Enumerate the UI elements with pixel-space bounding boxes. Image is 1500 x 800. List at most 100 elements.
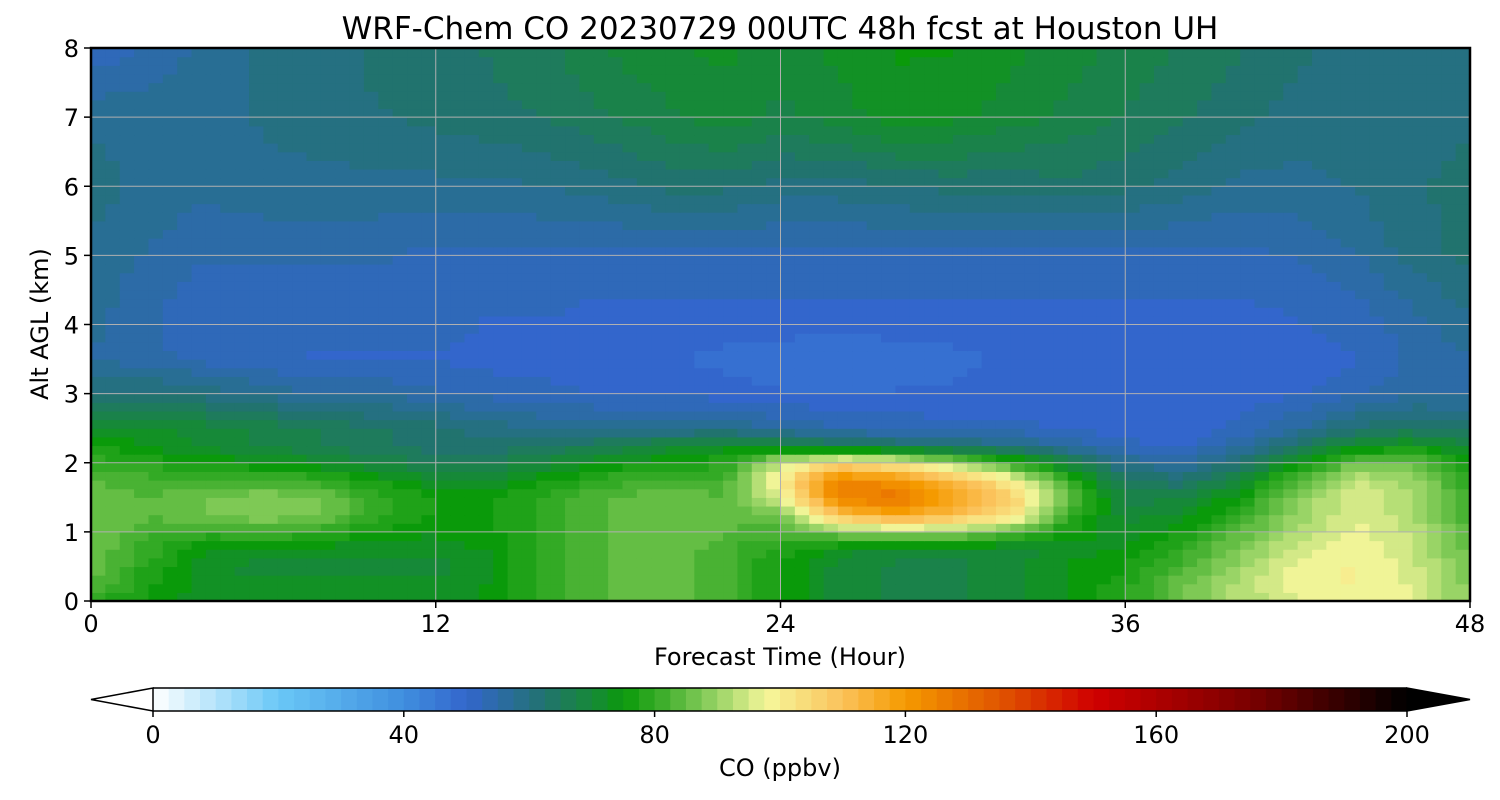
field-cell — [952, 505, 968, 516]
field-cell — [521, 203, 537, 213]
field-cell — [119, 531, 135, 542]
field-cell — [794, 488, 810, 498]
field-cell — [421, 575, 437, 585]
field-cell — [881, 445, 897, 455]
field-cell — [450, 255, 466, 265]
field-cell — [565, 160, 580, 170]
field-cell — [105, 298, 121, 308]
field-cell — [191, 384, 207, 395]
field-cell — [952, 523, 968, 533]
field-cell — [1441, 384, 1457, 395]
field-cell — [565, 419, 580, 429]
field-cell — [507, 315, 523, 326]
field-cell — [392, 333, 408, 343]
field-cell — [263, 315, 279, 326]
field-cell — [1053, 557, 1069, 568]
field-cell — [205, 264, 221, 274]
field-cell — [1010, 402, 1026, 412]
field-cell — [881, 531, 897, 542]
field-cell — [464, 220, 480, 231]
field-cell — [1383, 557, 1399, 568]
field-cell — [952, 557, 968, 568]
field-cell — [119, 367, 135, 377]
field-cell — [1168, 281, 1184, 291]
field-cell — [1283, 186, 1299, 196]
field-cell — [536, 557, 552, 568]
field-cell — [1182, 350, 1198, 360]
field-cell — [1211, 592, 1227, 601]
field-cell — [608, 212, 624, 222]
field-cell — [1340, 212, 1356, 222]
field-cell — [651, 186, 667, 196]
field-cell — [924, 471, 940, 481]
field-cell — [1441, 289, 1457, 300]
field-cell — [1412, 462, 1428, 472]
field-cell — [1254, 359, 1270, 369]
field-cell — [952, 238, 968, 248]
field-cell — [967, 445, 983, 455]
field-cell — [205, 402, 221, 412]
field-cell — [1426, 160, 1442, 170]
field-cell — [1268, 549, 1284, 559]
field-cell — [205, 549, 221, 559]
field-cell — [205, 255, 221, 265]
field-cell — [866, 523, 882, 533]
field-cell — [148, 203, 164, 213]
field-cell — [1039, 454, 1055, 464]
field-cell — [550, 497, 566, 507]
field-cell — [794, 238, 810, 248]
field-cell — [1283, 307, 1299, 317]
field-cell — [263, 471, 279, 481]
field-cell — [1240, 497, 1256, 507]
field-cell — [665, 229, 681, 239]
field-cell — [205, 540, 221, 550]
field-cell — [1369, 359, 1385, 369]
field-cell — [1383, 151, 1399, 161]
field-cell — [909, 168, 925, 179]
field-cell — [995, 255, 1011, 265]
field-cell — [1039, 238, 1055, 248]
field-cell — [665, 454, 681, 464]
field-cell — [162, 229, 178, 239]
field-cell — [1125, 384, 1141, 395]
field-cell — [1053, 220, 1069, 231]
field-cell — [766, 462, 782, 472]
field-cell — [263, 384, 279, 395]
field-cell — [895, 220, 911, 231]
field-cell — [1197, 384, 1213, 395]
field-cell — [780, 531, 796, 542]
field-cell — [737, 298, 753, 308]
field-cell — [794, 350, 810, 360]
field-cell — [421, 531, 437, 542]
field-cell — [277, 168, 293, 179]
field-cell — [1412, 281, 1428, 291]
field-cell — [1455, 497, 1470, 507]
field-cell — [119, 445, 135, 455]
field-cell — [751, 177, 767, 187]
field-cell — [263, 350, 279, 360]
field-cell — [651, 289, 667, 300]
field-cell — [651, 333, 667, 343]
field-cell — [837, 177, 853, 187]
field-cell — [1039, 333, 1055, 343]
field-cell — [909, 186, 925, 196]
field-cell — [1024, 462, 1040, 472]
field-cell — [1024, 454, 1040, 464]
field-cell — [220, 246, 236, 256]
field-cell — [363, 540, 379, 550]
field-cell — [263, 212, 279, 222]
field-cell — [1369, 540, 1385, 550]
field-cell — [723, 454, 738, 464]
field-cell — [1125, 298, 1141, 308]
field-cell — [895, 324, 911, 334]
field-cell — [91, 315, 106, 326]
field-cell — [651, 203, 667, 213]
field-cell — [320, 281, 336, 291]
field-cell — [1010, 255, 1026, 265]
field-cell — [636, 436, 652, 447]
field-cell — [450, 229, 466, 239]
field-cell — [823, 272, 839, 282]
field-cell — [220, 151, 236, 161]
field-cell — [435, 160, 451, 170]
field-cell — [1039, 488, 1055, 498]
